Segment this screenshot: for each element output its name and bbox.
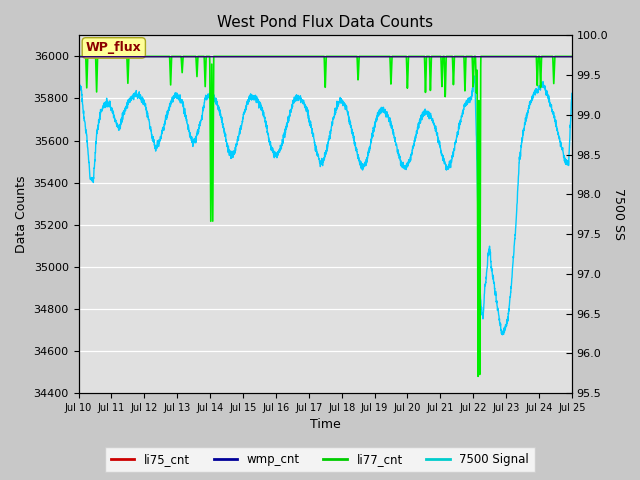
Y-axis label: Data Counts: Data Counts <box>15 176 28 253</box>
Legend: li75_cnt, wmp_cnt, li77_cnt, 7500 Signal: li75_cnt, wmp_cnt, li77_cnt, 7500 Signal <box>105 447 535 472</box>
Title: West Pond Flux Data Counts: West Pond Flux Data Counts <box>217 15 433 30</box>
Y-axis label: 7500 SS: 7500 SS <box>612 188 625 240</box>
X-axis label: Time: Time <box>310 419 340 432</box>
Text: WP_flux: WP_flux <box>86 41 141 54</box>
